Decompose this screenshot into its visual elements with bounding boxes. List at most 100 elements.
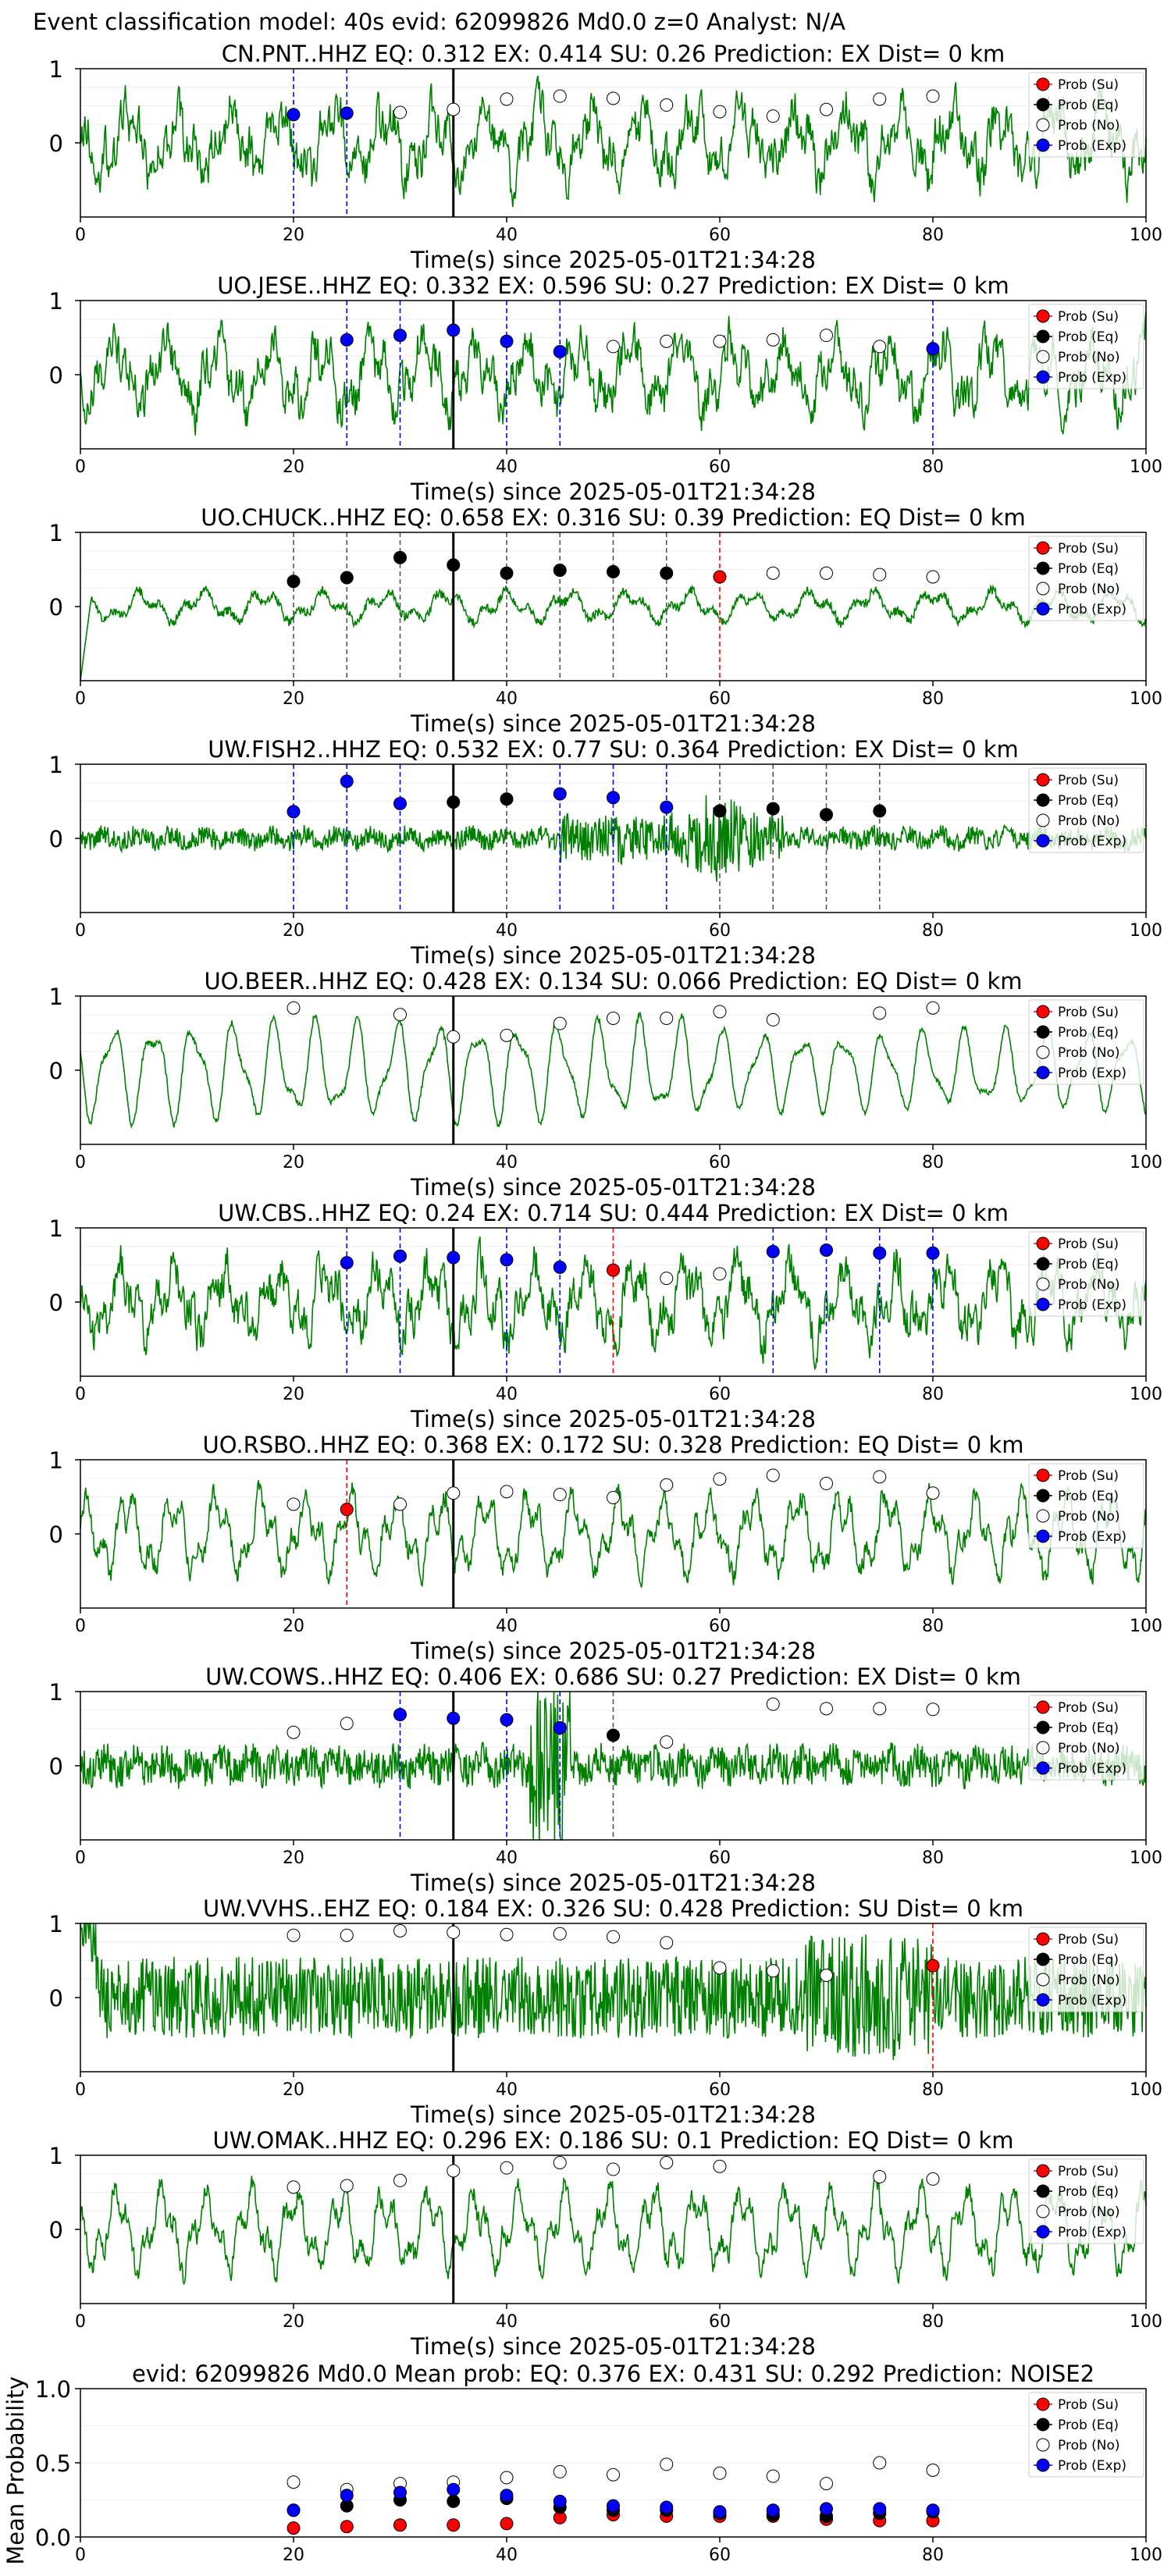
legend-marker-eq bbox=[1036, 98, 1050, 112]
prob-marker-eq bbox=[500, 566, 514, 580]
panel-uw-cows-hhz: UW.COWS..HHZ EQ: 0.406 EX: 0.686 SU: 0.2… bbox=[49, 1663, 1162, 1896]
legend-label-eq: Prob (Eq) bbox=[1058, 561, 1119, 577]
prob-marker-eq bbox=[820, 808, 833, 822]
legend-label-su: Prob (Su) bbox=[1058, 1932, 1119, 1948]
legend-marker-su bbox=[1036, 1468, 1050, 1482]
legend-label-exp: Prob (Exp) bbox=[1058, 370, 1127, 386]
x-tick-label: 40 bbox=[496, 457, 518, 477]
legend-label-exp: Prob (Exp) bbox=[1058, 1993, 1127, 2008]
x-tick-label: 0 bbox=[75, 2080, 86, 2100]
prob-marker-exp bbox=[926, 1246, 940, 1260]
prob-marker-exp bbox=[500, 334, 514, 348]
panel-mean: evid: 62099826 Md0.0 Mean prob: EQ: 0.37… bbox=[2, 2361, 1162, 2565]
prob-marker-exp bbox=[340, 106, 354, 120]
mean-marker-eq bbox=[447, 2494, 461, 2508]
prob-marker-no bbox=[447, 1030, 461, 1044]
x-axis-label: Time(s) since 2025-05-01T21:34:28 bbox=[410, 1174, 816, 1201]
prob-marker-no bbox=[287, 1725, 301, 1739]
prob-marker-exp bbox=[340, 774, 354, 788]
legend-marker-su bbox=[1036, 541, 1050, 555]
legend-marker-su bbox=[1036, 1932, 1050, 1946]
x-tick-label: 40 bbox=[496, 2312, 518, 2332]
x-tick-label: 80 bbox=[922, 2546, 944, 2565]
x-tick-label: 40 bbox=[496, 1153, 518, 1172]
legend-marker-exp bbox=[1036, 138, 1050, 152]
legend: Prob (Su) Prob (Eq) Prob (No) Prob (Exp) bbox=[1028, 72, 1144, 158]
panel-uo-chuck-hhz: UO.CHUCK..HHZ EQ: 0.658 EX: 0.316 SU: 0.… bbox=[49, 504, 1162, 737]
prob-marker-no bbox=[393, 1924, 407, 1937]
prob-marker-no bbox=[447, 1486, 461, 1500]
legend: Prob (Su) Prob (Eq) Prob (No) Prob (Exp) bbox=[1028, 1695, 1144, 1781]
figure-suptitle: Event classification model: 40s evid: 62… bbox=[33, 9, 845, 35]
prob-marker-eq bbox=[607, 564, 620, 578]
legend-marker-no bbox=[1036, 1045, 1050, 1059]
prob-marker-eq bbox=[447, 558, 461, 572]
x-axis-label: Time(s) since 2025-05-01T21:34:28 bbox=[410, 1406, 816, 1432]
mean-marker-no bbox=[926, 2464, 940, 2477]
x-tick-label: 100 bbox=[1130, 2546, 1162, 2565]
x-axis-label: Time(s) since 2025-05-01T21:34:28 bbox=[410, 2101, 816, 2128]
prob-marker-exp bbox=[393, 796, 407, 810]
x-tick-label: 0 bbox=[75, 689, 86, 709]
panel-title: UO.BEER..HHZ EQ: 0.428 EX: 0.134 SU: 0.0… bbox=[204, 968, 1022, 994]
legend-marker-su bbox=[1036, 1700, 1050, 1714]
y-tick-label: 1 bbox=[49, 1911, 63, 1937]
legend-marker-exp bbox=[1036, 2225, 1050, 2239]
legend-label-eq: Prob (Eq) bbox=[1058, 329, 1119, 345]
prob-marker-su bbox=[713, 570, 727, 584]
mean-marker-no bbox=[287, 2475, 301, 2489]
legend-label-su: Prob (Su) bbox=[1058, 1468, 1119, 1484]
x-tick-label: 60 bbox=[709, 689, 731, 709]
x-tick-label: 60 bbox=[709, 921, 731, 941]
prob-marker-exp bbox=[553, 787, 567, 801]
y-tick-label: 0 bbox=[49, 1985, 63, 2012]
mean-marker-no bbox=[607, 2467, 620, 2482]
mean-marker-exp bbox=[340, 2489, 354, 2503]
prob-marker-no bbox=[873, 1006, 887, 1020]
legend-marker-no bbox=[1036, 1973, 1050, 1987]
prob-marker-no bbox=[926, 1001, 940, 1015]
prob-marker-no bbox=[340, 1928, 354, 1942]
x-axis-label: Time(s) since 2025-05-01T21:34:28 bbox=[410, 942, 816, 969]
x-axis-label: Time(s) since 2025-05-01T21:34:28 bbox=[410, 2333, 816, 2360]
prob-marker-eq bbox=[607, 1728, 620, 1742]
prob-marker-no bbox=[820, 1476, 833, 1490]
prob-marker-no bbox=[873, 340, 887, 354]
mean-marker-exp bbox=[713, 2505, 727, 2519]
legend-marker-exp bbox=[1036, 2458, 1050, 2472]
prob-marker-no bbox=[607, 1930, 620, 1944]
legend-label-su: Prob (Su) bbox=[1058, 1236, 1119, 1252]
mean-marker-no bbox=[766, 2469, 780, 2483]
prob-marker-no bbox=[607, 91, 620, 105]
panel-title: UW.OMAK..HHZ EQ: 0.296 EX: 0.186 SU: 0.1… bbox=[213, 2127, 1014, 2154]
prob-marker-exp bbox=[820, 1244, 833, 1257]
x-tick-label: 20 bbox=[283, 2546, 304, 2565]
legend-marker-su bbox=[1036, 773, 1050, 787]
legend-marker-exp bbox=[1036, 370, 1050, 384]
legend-label-su: Prob (Su) bbox=[1058, 77, 1119, 93]
prob-marker-exp bbox=[287, 805, 301, 819]
legend-label-eq: Prob (Eq) bbox=[1058, 793, 1119, 809]
prob-marker-no bbox=[766, 566, 780, 580]
legend-label-no: Prob (No) bbox=[1058, 350, 1120, 365]
prob-marker-exp bbox=[447, 1251, 461, 1265]
prob-marker-exp bbox=[553, 1260, 567, 1274]
legend-frame bbox=[1028, 535, 1144, 621]
legend-frame bbox=[1028, 767, 1144, 853]
legend-label-no: Prob (No) bbox=[1058, 1973, 1120, 1988]
legend-label-exp: Prob (Exp) bbox=[1058, 2225, 1127, 2240]
legend-label-exp: Prob (Exp) bbox=[1058, 1066, 1127, 1081]
prob-marker-eq bbox=[713, 804, 727, 818]
legend-label-no: Prob (No) bbox=[1058, 813, 1120, 829]
x-tick-label: 40 bbox=[496, 1617, 518, 1636]
prob-marker-no bbox=[660, 334, 674, 348]
x-tick-label: 60 bbox=[709, 2080, 731, 2100]
legend-marker-no bbox=[1036, 2438, 1050, 2452]
panel-title: UW.VVHS..EHZ EQ: 0.184 EX: 0.326 SU: 0.4… bbox=[203, 1895, 1023, 1922]
x-tick-label: 0 bbox=[75, 1153, 86, 1172]
mean-marker-no bbox=[500, 2471, 514, 2485]
x-tick-label: 80 bbox=[922, 1385, 944, 1404]
y-tick-label: 0 bbox=[49, 594, 63, 621]
prob-marker-exp bbox=[287, 108, 301, 122]
